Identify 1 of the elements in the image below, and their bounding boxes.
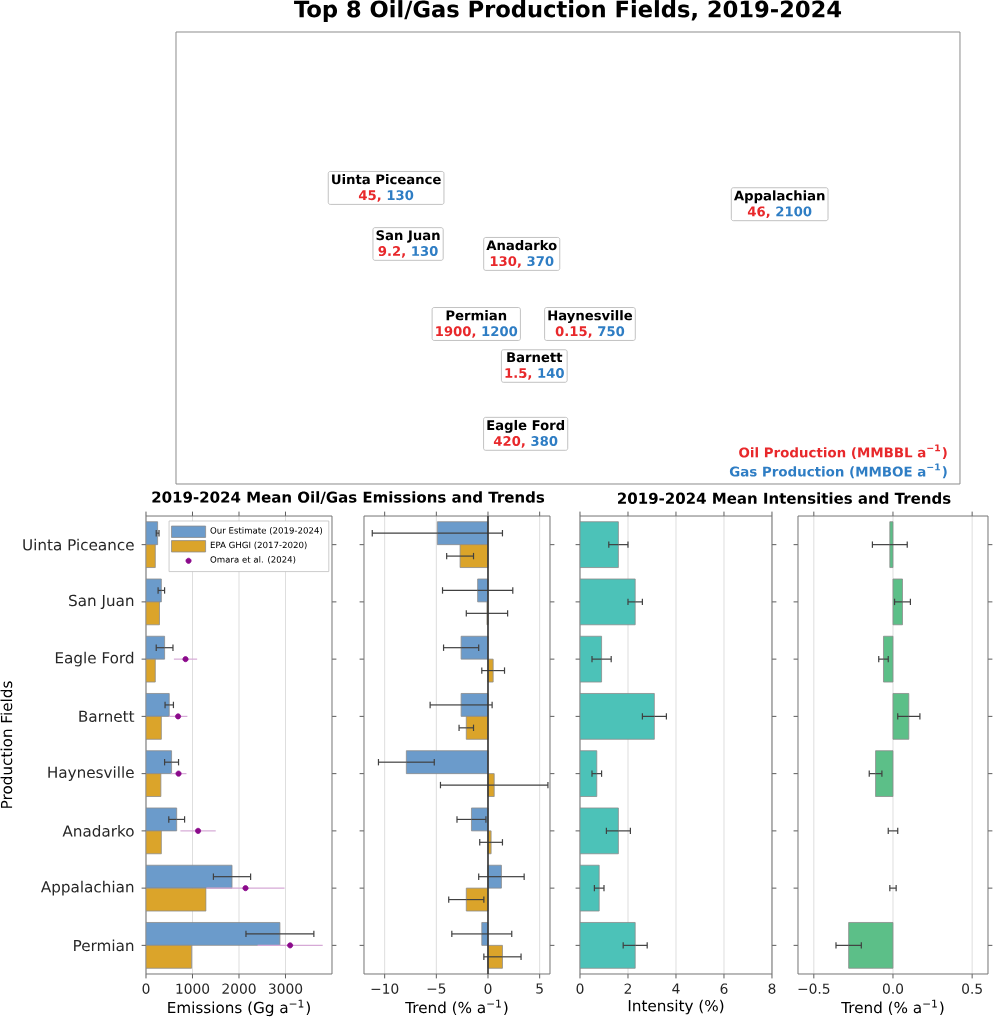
text: Top 8 Oil/Gas Production Fields, 2019-2024	[294, 0, 842, 22]
